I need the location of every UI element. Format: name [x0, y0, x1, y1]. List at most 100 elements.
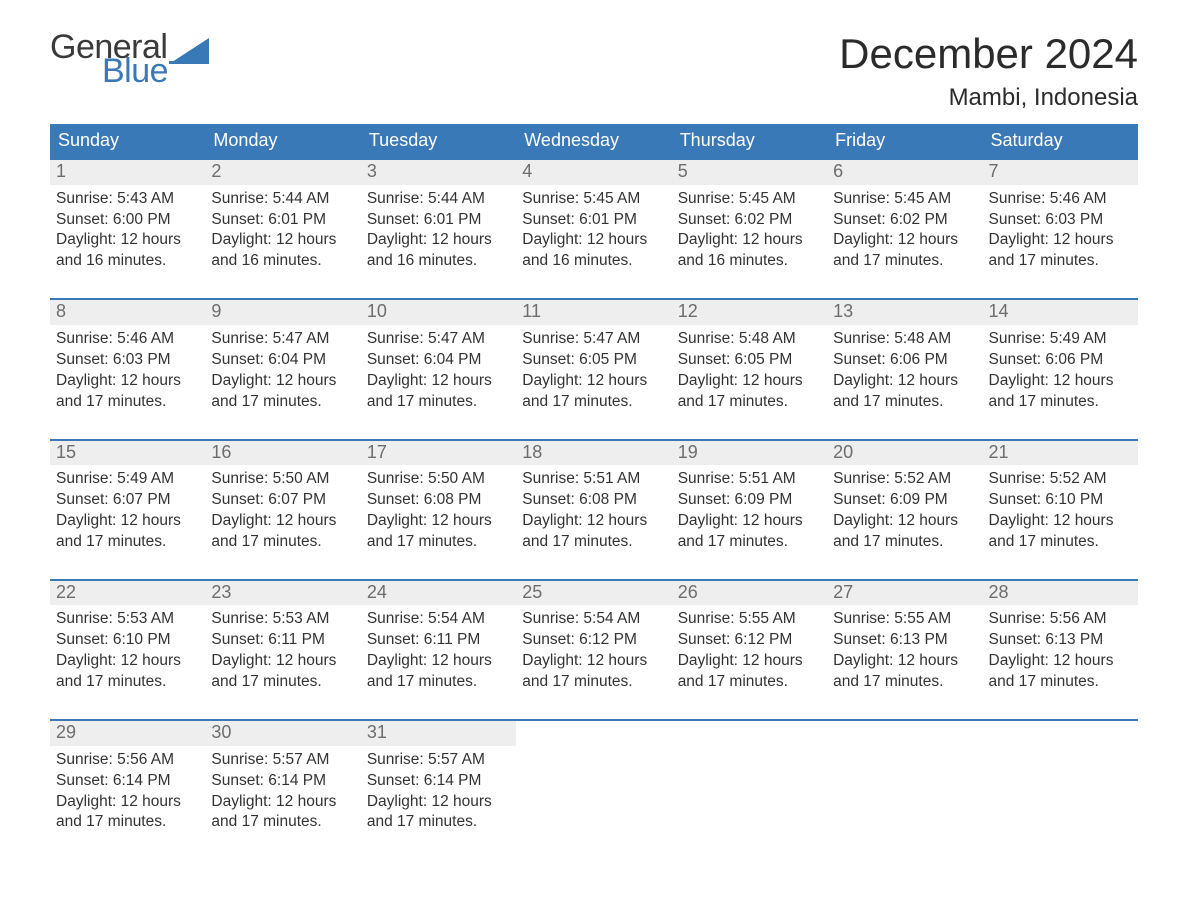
week-row: 22Sunrise: 5:53 AMSunset: 6:10 PMDayligh…: [50, 579, 1138, 695]
daylight1-line: Daylight: 12 hours: [56, 230, 199, 251]
dow-saturday: Saturday: [983, 124, 1138, 158]
day-details: Sunrise: 5:45 AMSunset: 6:01 PMDaylight:…: [516, 185, 671, 275]
sunrise-line: Sunrise: 5:55 AM: [833, 609, 976, 630]
daylight1-line: Daylight: 12 hours: [989, 511, 1132, 532]
dow-monday: Monday: [205, 124, 360, 158]
sunrise-line: Sunrise: 5:52 AM: [833, 469, 976, 490]
day-number: 31: [361, 721, 516, 746]
month-title: December 2024: [839, 30, 1138, 78]
sunset-line: Sunset: 6:05 PM: [522, 350, 665, 371]
sunset-line: Sunset: 6:11 PM: [367, 630, 510, 651]
daylight1-line: Daylight: 12 hours: [989, 651, 1132, 672]
day-cell: 3Sunrise: 5:44 AMSunset: 6:01 PMDaylight…: [361, 160, 516, 274]
day-details: Sunrise: 5:45 AMSunset: 6:02 PMDaylight:…: [827, 185, 982, 275]
empty-cell: [983, 721, 1138, 835]
daylight2-line: and 17 minutes.: [678, 532, 821, 553]
daylight1-line: Daylight: 12 hours: [56, 651, 199, 672]
sunrise-line: Sunrise: 5:46 AM: [989, 189, 1132, 210]
empty-cell: [516, 721, 671, 835]
sunset-line: Sunset: 6:02 PM: [678, 210, 821, 231]
sunrise-line: Sunrise: 5:43 AM: [56, 189, 199, 210]
day-cell: 14Sunrise: 5:49 AMSunset: 6:06 PMDayligh…: [983, 300, 1138, 414]
sunrise-line: Sunrise: 5:44 AM: [367, 189, 510, 210]
day-cell: 18Sunrise: 5:51 AMSunset: 6:08 PMDayligh…: [516, 441, 671, 555]
day-of-week-header: SundayMondayTuesdayWednesdayThursdayFrid…: [50, 124, 1138, 158]
day-details: Sunrise: 5:51 AMSunset: 6:09 PMDaylight:…: [672, 465, 827, 555]
day-details: Sunrise: 5:45 AMSunset: 6:02 PMDaylight:…: [672, 185, 827, 275]
sunset-line: Sunset: 6:14 PM: [367, 771, 510, 792]
day-cell: 6Sunrise: 5:45 AMSunset: 6:02 PMDaylight…: [827, 160, 982, 274]
daylight2-line: and 17 minutes.: [989, 251, 1132, 272]
sunrise-line: Sunrise: 5:45 AM: [522, 189, 665, 210]
day-cell: 23Sunrise: 5:53 AMSunset: 6:11 PMDayligh…: [205, 581, 360, 695]
day-cell: 28Sunrise: 5:56 AMSunset: 6:13 PMDayligh…: [983, 581, 1138, 695]
day-cell: 1Sunrise: 5:43 AMSunset: 6:00 PMDaylight…: [50, 160, 205, 274]
day-number: 8: [50, 300, 205, 325]
daylight1-line: Daylight: 12 hours: [678, 371, 821, 392]
daylight2-line: and 17 minutes.: [522, 672, 665, 693]
sunset-line: Sunset: 6:07 PM: [56, 490, 199, 511]
week-row: 1Sunrise: 5:43 AMSunset: 6:00 PMDaylight…: [50, 158, 1138, 274]
sunrise-line: Sunrise: 5:56 AM: [56, 750, 199, 771]
daylight2-line: and 17 minutes.: [367, 812, 510, 833]
day-cell: 29Sunrise: 5:56 AMSunset: 6:14 PMDayligh…: [50, 721, 205, 835]
daylight1-line: Daylight: 12 hours: [989, 371, 1132, 392]
day-details: Sunrise: 5:50 AMSunset: 6:08 PMDaylight:…: [361, 465, 516, 555]
sunrise-line: Sunrise: 5:46 AM: [56, 329, 199, 350]
day-number: [672, 721, 827, 724]
day-number: 30: [205, 721, 360, 746]
sunset-line: Sunset: 6:03 PM: [56, 350, 199, 371]
day-number: 4: [516, 160, 671, 185]
day-details: Sunrise: 5:55 AMSunset: 6:12 PMDaylight:…: [672, 605, 827, 695]
brand-text-2: Blue: [102, 54, 209, 88]
daylight2-line: and 17 minutes.: [989, 532, 1132, 553]
location-label: Mambi, Indonesia: [839, 84, 1138, 112]
day-cell: 12Sunrise: 5:48 AMSunset: 6:05 PMDayligh…: [672, 300, 827, 414]
day-cell: 20Sunrise: 5:52 AMSunset: 6:09 PMDayligh…: [827, 441, 982, 555]
day-details: Sunrise: 5:47 AMSunset: 6:04 PMDaylight:…: [361, 325, 516, 415]
day-number: 26: [672, 581, 827, 606]
daylight2-line: and 17 minutes.: [56, 672, 199, 693]
daylight1-line: Daylight: 12 hours: [678, 511, 821, 532]
day-details: Sunrise: 5:48 AMSunset: 6:05 PMDaylight:…: [672, 325, 827, 415]
day-number: 22: [50, 581, 205, 606]
week-row: 29Sunrise: 5:56 AMSunset: 6:14 PMDayligh…: [50, 719, 1138, 835]
daylight1-line: Daylight: 12 hours: [833, 651, 976, 672]
day-number: 17: [361, 441, 516, 466]
day-number: 23: [205, 581, 360, 606]
day-cell: 24Sunrise: 5:54 AMSunset: 6:11 PMDayligh…: [361, 581, 516, 695]
daylight2-line: and 17 minutes.: [833, 251, 976, 272]
sunset-line: Sunset: 6:08 PM: [522, 490, 665, 511]
daylight1-line: Daylight: 12 hours: [678, 230, 821, 251]
day-cell: 9Sunrise: 5:47 AMSunset: 6:04 PMDaylight…: [205, 300, 360, 414]
daylight2-line: and 16 minutes.: [678, 251, 821, 272]
day-cell: 19Sunrise: 5:51 AMSunset: 6:09 PMDayligh…: [672, 441, 827, 555]
day-number: 27: [827, 581, 982, 606]
dow-tuesday: Tuesday: [361, 124, 516, 158]
day-cell: 22Sunrise: 5:53 AMSunset: 6:10 PMDayligh…: [50, 581, 205, 695]
day-details: Sunrise: 5:52 AMSunset: 6:10 PMDaylight:…: [983, 465, 1138, 555]
sunrise-line: Sunrise: 5:49 AM: [56, 469, 199, 490]
sunrise-line: Sunrise: 5:47 AM: [522, 329, 665, 350]
daylight2-line: and 17 minutes.: [56, 812, 199, 833]
daylight1-line: Daylight: 12 hours: [833, 230, 976, 251]
sunset-line: Sunset: 6:13 PM: [989, 630, 1132, 651]
day-details: Sunrise: 5:56 AMSunset: 6:13 PMDaylight:…: [983, 605, 1138, 695]
sunset-line: Sunset: 6:06 PM: [833, 350, 976, 371]
daylight2-line: and 17 minutes.: [56, 532, 199, 553]
daylight2-line: and 17 minutes.: [367, 392, 510, 413]
day-cell: 30Sunrise: 5:57 AMSunset: 6:14 PMDayligh…: [205, 721, 360, 835]
daylight1-line: Daylight: 12 hours: [989, 230, 1132, 251]
sunset-line: Sunset: 6:05 PM: [678, 350, 821, 371]
day-details: Sunrise: 5:54 AMSunset: 6:12 PMDaylight:…: [516, 605, 671, 695]
empty-cell: [672, 721, 827, 835]
daylight2-line: and 17 minutes.: [211, 812, 354, 833]
day-number: 3: [361, 160, 516, 185]
day-number: 16: [205, 441, 360, 466]
daylight2-line: and 17 minutes.: [678, 672, 821, 693]
day-cell: 4Sunrise: 5:45 AMSunset: 6:01 PMDaylight…: [516, 160, 671, 274]
day-number: 21: [983, 441, 1138, 466]
day-details: Sunrise: 5:44 AMSunset: 6:01 PMDaylight:…: [361, 185, 516, 275]
sunrise-line: Sunrise: 5:51 AM: [678, 469, 821, 490]
sunset-line: Sunset: 6:11 PM: [211, 630, 354, 651]
